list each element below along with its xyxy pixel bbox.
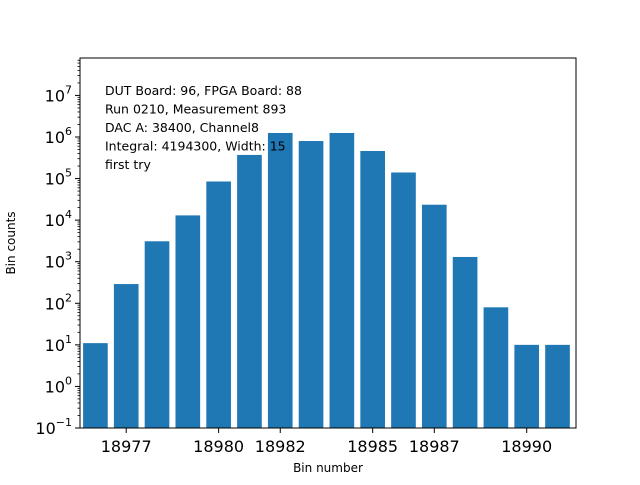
annotation-block: DUT Board: 96, FPGA Board: 88 Run 0210, M…: [105, 83, 302, 172]
annotation-line: DUT Board: 96, FPGA Board: 88: [105, 83, 302, 98]
y-tick-label: 106: [45, 125, 72, 147]
y-tick-label: 10−1: [35, 416, 72, 438]
y-tick-label: 104: [45, 208, 72, 230]
x-axis: 18977 18980 18982 18985 18987 18990: [101, 428, 552, 456]
bars-group: [83, 132, 570, 429]
bar: [421, 204, 447, 428]
y-tick-label: 101: [45, 333, 72, 355]
bar: [329, 132, 355, 429]
y-tick-label: 102: [45, 291, 72, 313]
x-axis-title: Bin number: [293, 461, 363, 475]
bar: [144, 241, 170, 428]
annotation-line: Run 0210, Measurement 893: [105, 102, 286, 117]
bar: [267, 132, 293, 429]
x-tick-label: 18985: [347, 437, 398, 456]
annotation-line: DAC A: 38400, Channel8: [105, 120, 259, 135]
bar: [452, 256, 478, 428]
x-tick-label: 18990: [501, 437, 552, 456]
y-tick-label: 100: [45, 374, 72, 396]
bar: [206, 181, 231, 428]
x-tick-label: 18977: [101, 437, 152, 456]
bar: [545, 344, 570, 428]
annotation-line: Integral: 4194300, Width: 15: [105, 139, 286, 154]
bar: [483, 307, 509, 428]
bar: [83, 343, 108, 428]
bar: [175, 215, 201, 428]
annotation-line: first try: [105, 157, 151, 172]
bar: [514, 344, 540, 428]
y-tick-label: 107: [45, 83, 72, 105]
bar: [113, 284, 139, 428]
y-axis: 10−1 100 101 102 103 104 105 106 107: [35, 59, 80, 438]
bar: [237, 154, 262, 428]
bar: [391, 172, 416, 428]
bar: [360, 151, 385, 428]
bar: [298, 141, 324, 428]
x-tick-label: 18987: [409, 437, 460, 456]
x-tick-label: 18980: [193, 437, 244, 456]
y-tick-label: 103: [45, 250, 72, 272]
y-tick-label: 105: [45, 167, 72, 189]
plot-frame: [79, 57, 577, 429]
x-tick-label: 18982: [255, 437, 306, 456]
y-axis-title: Bin counts: [4, 211, 18, 274]
